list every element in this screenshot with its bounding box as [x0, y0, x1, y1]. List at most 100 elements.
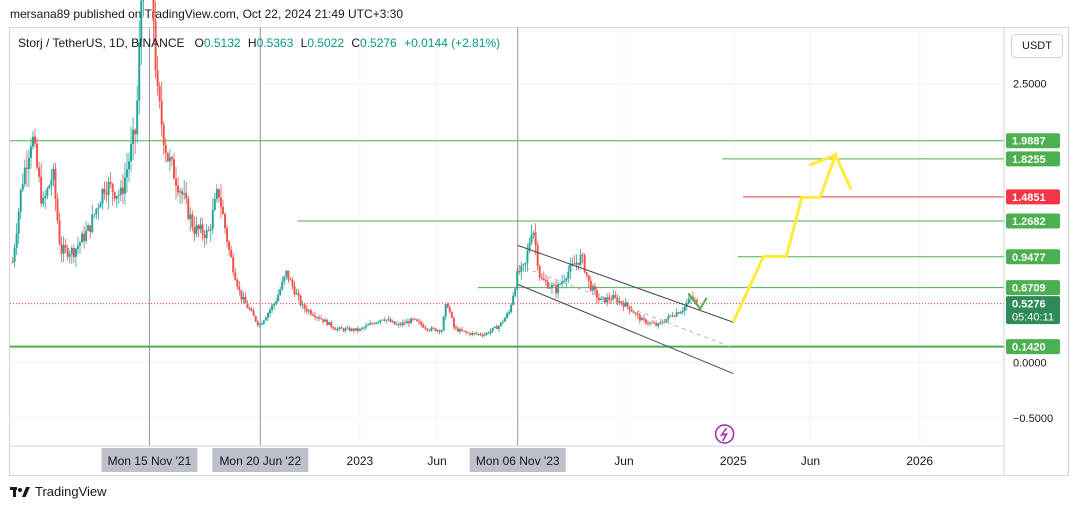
candle-body: [599, 298, 602, 301]
candle-body: [158, 86, 161, 102]
candle-body: [683, 306, 686, 312]
candle-body: [595, 290, 598, 299]
candle-body: [428, 330, 431, 332]
candle-body: [696, 300, 699, 302]
candle-body: [667, 315, 670, 320]
candle-body: [407, 321, 410, 324]
candle-body: [436, 330, 439, 331]
level-badge-text: 1.8255: [1012, 154, 1046, 166]
channel-mid: [517, 264, 734, 349]
candle-body: [606, 297, 609, 303]
candle-body: [248, 308, 251, 310]
candle-body: [205, 230, 208, 239]
candle-body: [624, 302, 627, 307]
candle-body: [340, 327, 343, 329]
candle-body: [23, 167, 26, 185]
candle-body: [638, 314, 641, 321]
candle-body: [448, 307, 451, 312]
candle-body: [93, 214, 96, 216]
candle-body: [395, 324, 398, 326]
candle-body: [375, 322, 378, 324]
candle-body: [244, 297, 247, 304]
candle-body: [219, 197, 222, 207]
candle-body: [89, 225, 92, 233]
candle-body: [557, 284, 560, 294]
candle-body: [140, 0, 143, 42]
candle-body: [164, 145, 167, 153]
currency-selector[interactable]: USDT: [1011, 34, 1063, 58]
candle-body: [201, 224, 204, 235]
candle-body: [199, 224, 202, 230]
candle-body: [262, 320, 265, 324]
candle-body: [213, 198, 216, 211]
candle-body: [17, 211, 20, 234]
candle-body: [489, 330, 492, 333]
candle-body: [497, 326, 500, 329]
candle-body: [544, 280, 547, 282]
candle-body: [528, 242, 531, 251]
candle-body: [334, 328, 337, 331]
candle-body: [258, 324, 261, 326]
candle-body: [121, 187, 124, 194]
candle-body: [54, 168, 57, 199]
candle-body: [311, 314, 314, 316]
candle-body: [301, 304, 304, 306]
candle-body: [399, 323, 402, 325]
candle-body: [207, 230, 210, 231]
projection-layer: [687, 151, 853, 323]
candle-body: [322, 319, 325, 322]
candle-body: [546, 281, 549, 289]
candle-body: [115, 195, 118, 199]
candle-body: [653, 323, 656, 324]
candle-body: [70, 248, 73, 255]
candle-body: [565, 278, 568, 281]
axis-layer: 2.5000 0.0000 −0.5000 Mon 15 Nov '21 Mon 20 …: [10, 28, 1053, 475]
candle-body: [387, 319, 390, 321]
symbol-label: Storj / TetherUS, 1D, BINANCE: [18, 36, 185, 50]
candle-body: [99, 203, 102, 208]
candle-body: [197, 225, 200, 230]
candle-body: [191, 214, 194, 228]
candle-body: [442, 316, 445, 331]
level-badge: [1006, 133, 1060, 149]
candle-body: [27, 157, 30, 170]
candle-body: [105, 193, 108, 195]
candle-body: [279, 289, 282, 295]
candle-body: [405, 321, 408, 324]
candle-body: [356, 328, 359, 331]
level-badge-text: 1.2682: [1012, 216, 1046, 228]
candle-body: [642, 317, 645, 320]
candle-body: [183, 193, 186, 195]
candle-body: [677, 312, 680, 314]
candle-body: [420, 322, 423, 325]
candle-body: [260, 323, 263, 325]
candle-body: [313, 315, 316, 318]
projection-path: [731, 151, 853, 323]
candle-body: [271, 305, 274, 310]
candle-body: [299, 295, 302, 306]
candle-body: [66, 247, 69, 257]
candle-body: [222, 206, 224, 215]
candle-body: [195, 225, 198, 234]
vertical-markers: [148, 28, 519, 446]
candle-body: [469, 333, 472, 335]
candle-body: [569, 264, 572, 272]
candle-body: [563, 280, 566, 282]
candle-body: [597, 298, 600, 301]
candle-body: [559, 283, 562, 285]
x-tick-label: Jun: [801, 454, 820, 468]
candle-body: [471, 333, 474, 335]
candle-body: [661, 322, 664, 324]
candle-body: [217, 189, 220, 198]
candle-body: [181, 191, 184, 195]
candle-body: [175, 178, 178, 186]
candle-body: [287, 270, 290, 280]
candle-body: [687, 298, 690, 304]
candle-body: [577, 262, 580, 265]
footer-brand[interactable]: TradingView: [10, 484, 107, 499]
candle-body: [393, 321, 396, 325]
candle-body: [587, 274, 590, 281]
candle-body: [514, 288, 517, 296]
candle-body: [277, 294, 280, 302]
